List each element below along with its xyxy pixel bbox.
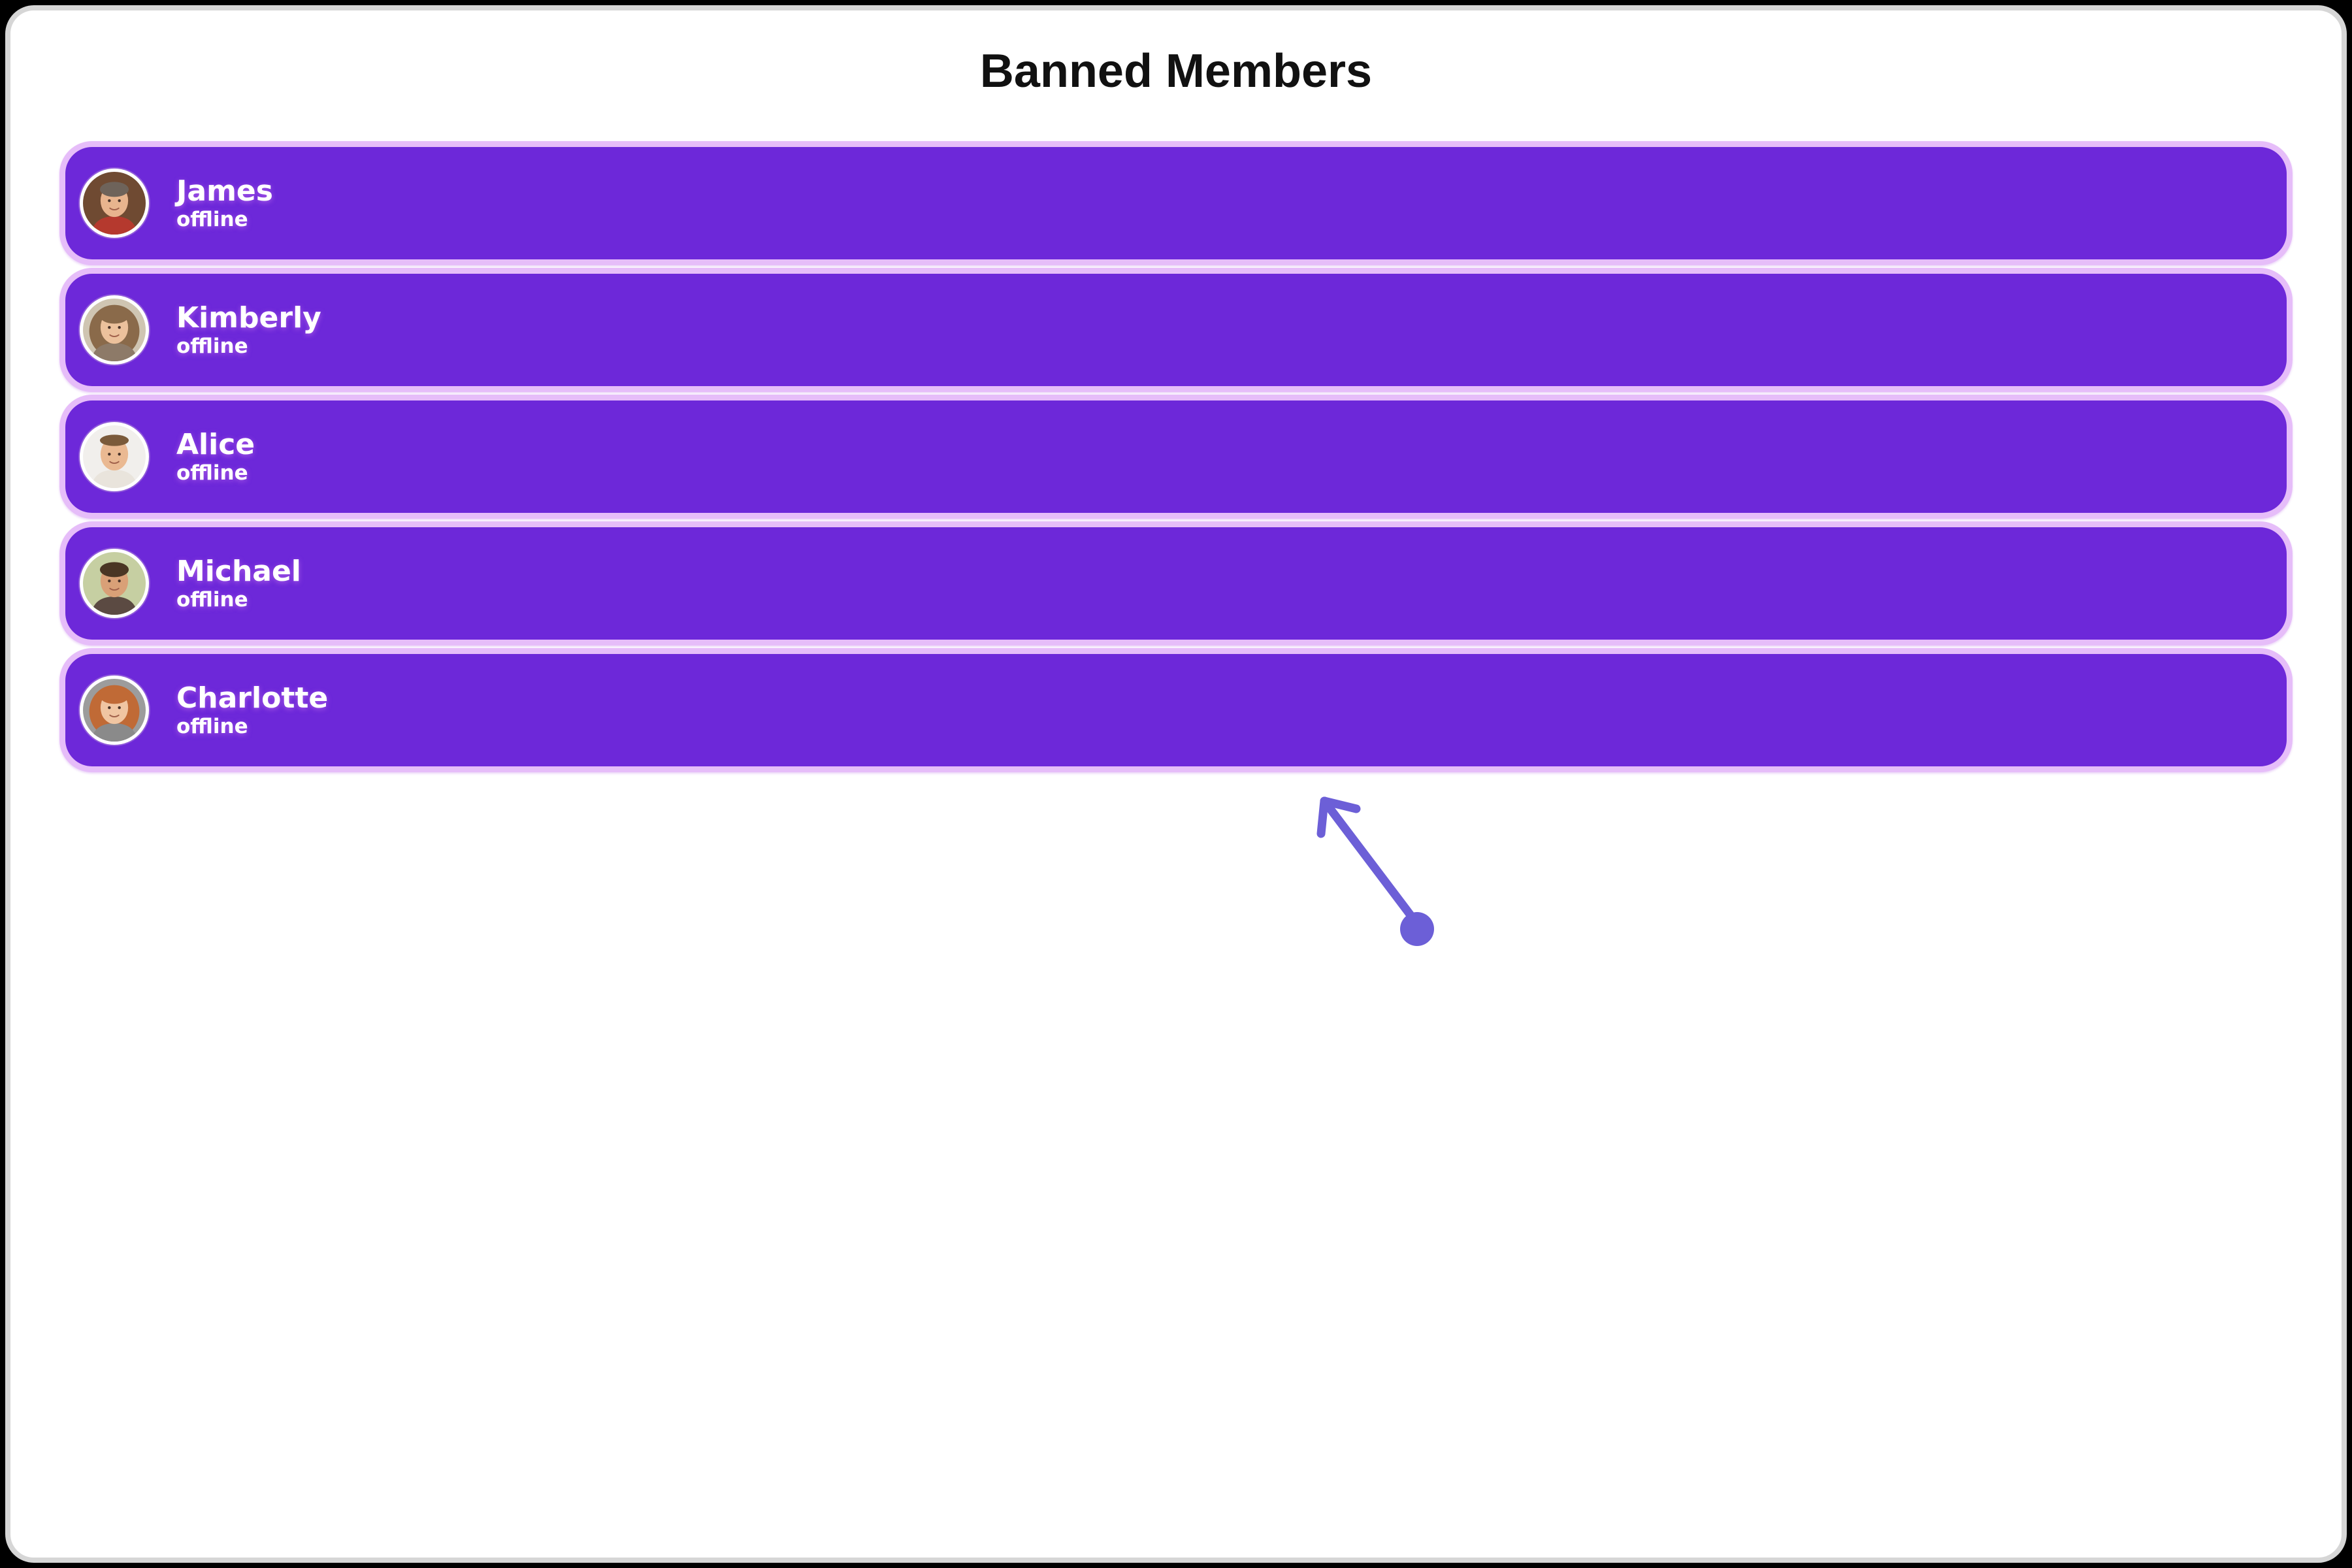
- member-text: Kimberly offline: [176, 301, 321, 359]
- member-row[interactable]: Kimberly offline: [59, 268, 2293, 392]
- member-row[interactable]: Alice offline: [59, 395, 2293, 519]
- member-name: Michael: [176, 554, 301, 588]
- member-name: James: [176, 174, 273, 208]
- avatar: [80, 676, 149, 745]
- avatar: [80, 169, 149, 238]
- avatar-face-icon: [83, 172, 146, 235]
- avatar: [80, 295, 149, 365]
- member-row[interactable]: James offline: [59, 141, 2293, 265]
- avatar-face-icon: [83, 679, 146, 742]
- member-name: Alice: [176, 427, 255, 461]
- member-status-offline: offline: [176, 587, 248, 612]
- member-status-offline: offline: [176, 461, 248, 485]
- member-row[interactable]: Charlotte offline: [59, 648, 2293, 772]
- member-text: Charlotte offline: [176, 681, 329, 739]
- avatar-face-icon: [83, 552, 146, 615]
- banned-members-panel: Banned Members James offline: [5, 5, 2347, 1563]
- member-name: Kimberly: [176, 301, 321, 335]
- avatar-face-icon: [83, 299, 146, 361]
- member-row[interactable]: Michael offline: [59, 521, 2293, 645]
- member-text: Michael offline: [176, 555, 301, 612]
- avatar: [80, 422, 149, 491]
- avatar: [80, 549, 149, 618]
- member-text: James offline: [176, 174, 273, 232]
- banned-member-list: James offline Kimberly offline: [59, 141, 2293, 772]
- member-name: Charlotte: [176, 681, 329, 715]
- page-title: Banned Members: [979, 45, 1373, 97]
- member-status-offline: offline: [176, 207, 248, 231]
- member-status-offline: offline: [176, 334, 248, 358]
- member-text: Alice offline: [176, 427, 255, 485]
- avatar-face-icon: [83, 425, 146, 488]
- member-status-offline: offline: [176, 714, 248, 738]
